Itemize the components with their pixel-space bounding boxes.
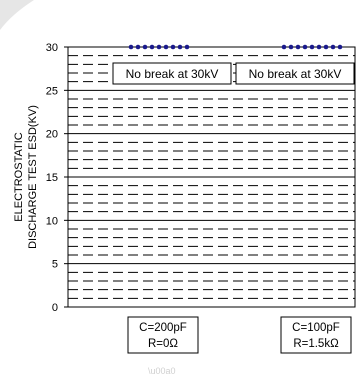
y-axis-ticks: 0 5 10 15 20 25 30	[46, 42, 68, 314]
x-category-frame	[127, 316, 199, 354]
data-point-dot	[184, 44, 190, 50]
annotation-frame	[112, 62, 232, 85]
data-point	[281, 44, 343, 50]
y-tick-label: 30	[46, 42, 58, 54]
data-point-dot	[149, 44, 155, 50]
corner-decoration	[0, 0, 34, 30]
footnote: \u00a0	[148, 366, 176, 376]
annotations: No break at 30kV No break at 30kV	[112, 62, 355, 85]
data-point-dot	[309, 44, 315, 50]
annotation-frame	[235, 62, 355, 85]
x-category: C=100pF R=1.5kΩ	[280, 316, 352, 354]
y-axis-title-line: ELECTROSTATIC	[13, 132, 25, 221]
x-category-label: C=100pF	[292, 322, 340, 334]
x-category-label: C=200pF	[139, 322, 187, 334]
y-tick-label: 10	[46, 215, 58, 227]
x-category: C=200pF R=0Ω	[127, 316, 199, 354]
y-tick-label: 0	[52, 302, 58, 314]
data-point	[128, 44, 190, 50]
y-tick-label: 15	[46, 172, 58, 184]
annotation-label: No break at 30kV	[249, 67, 342, 81]
data-point-dot	[128, 44, 134, 50]
data-point-dot	[323, 44, 329, 50]
data-point-dot	[170, 44, 176, 50]
data-point-dot	[163, 44, 169, 50]
data-point-dot	[330, 44, 336, 50]
data-points	[128, 44, 343, 50]
data-point-dot	[156, 44, 162, 50]
y-axis-title-line: DISCHARGE TEST ESD(KV)	[27, 105, 39, 249]
y-tick-label: 25	[46, 85, 58, 97]
data-point-dot	[316, 44, 322, 50]
data-point-dot	[288, 44, 294, 50]
data-point-dot	[295, 44, 301, 50]
y-axis-title: ELECTROSTATIC DISCHARGE TEST ESD(KV)	[13, 105, 39, 249]
data-point-dot	[302, 44, 308, 50]
y-tick-label: 5	[52, 259, 58, 271]
data-point-dot	[142, 44, 148, 50]
annotation-box: No break at 30kV	[235, 62, 355, 85]
grid-lines	[68, 55, 355, 299]
y-tick-label: 20	[46, 129, 58, 141]
data-point-dot	[177, 44, 183, 50]
data-point-dot	[135, 44, 141, 50]
annotation-box: No break at 30kV	[112, 62, 232, 85]
x-category-frame	[280, 316, 352, 354]
data-point-dot	[281, 44, 287, 50]
data-point-dot	[337, 44, 343, 50]
x-category-label: R=0Ω	[148, 338, 178, 350]
annotation-label: No break at 30kV	[126, 67, 219, 81]
x-axis-categories: C=200pF R=0Ω C=100pF R=1.5kΩ	[127, 316, 352, 354]
x-category-label: R=1.5kΩ	[293, 338, 339, 350]
